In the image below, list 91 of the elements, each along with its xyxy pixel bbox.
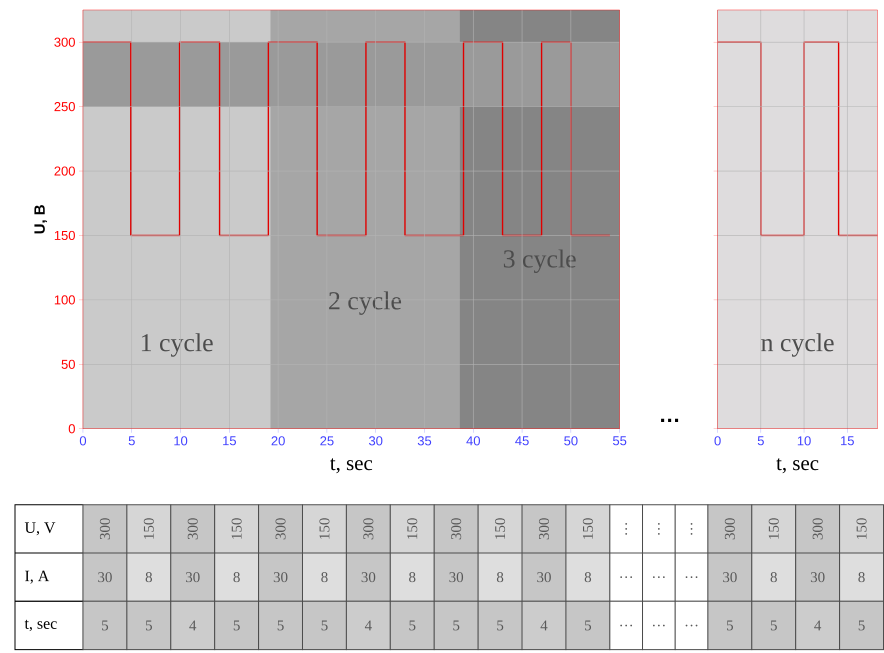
data-label: 5 [858,620,865,631]
band-label: n cycle [761,333,834,357]
y-tick-label: 0 [68,424,75,434]
data-label: 150 [319,518,330,539]
data-label: 8 [496,572,504,582]
data-label: 150 [495,518,506,539]
x-tick-label: 25 [320,436,334,446]
x-tick-label: 20 [272,436,285,446]
data-label: 8 [770,572,777,582]
data-label: 150 [582,518,593,539]
data-label: 5 [770,620,777,631]
y-tick-label: 50 [62,360,75,370]
data-label: 300 [100,518,110,540]
data-label: 150 [407,518,418,539]
y-axis-title: U, B [34,205,48,234]
band-label: 1 cycle [142,333,213,357]
data-label: 30 [810,572,825,582]
band-label: 3 cycle [504,250,576,274]
data-label: 5 [726,620,733,631]
x-tick-label: 55 [612,436,626,446]
y-tick-label: 300 [54,38,75,47]
data-label: 4 [364,620,372,631]
data-label: 30 [537,572,551,582]
x-tick-label: 0 [80,436,86,446]
text: … [652,624,665,627]
y-tick-label: 250 [54,102,75,112]
data-label: 8 [233,572,240,582]
y-tick-label: U, V [24,522,56,536]
text: … [620,576,632,578]
x-tick-label: 10 [174,436,188,446]
data-label: 5 [409,620,416,631]
y-tick-label: 150 [54,231,75,240]
x-tick-label: 35 [418,436,432,446]
x-tick-label: 5 [758,436,764,446]
data-label: 5 [497,620,504,631]
x-tick-label: 15 [841,436,854,446]
y-tick-label: 200 [54,166,75,176]
y-tick-label: 100 [54,295,75,305]
data-label: 8 [409,572,416,582]
data-label: 5 [234,620,240,631]
data-label: 5 [146,620,152,631]
x-axis-title: t, sec [330,458,372,474]
data-label: 300 [451,518,462,540]
x-tick-label: 45 [515,436,529,446]
x-tick-label: 0 [714,436,721,446]
text: … [686,576,698,578]
text: … [661,418,678,422]
data-label: 300 [724,518,735,540]
data-label: 30 [98,572,112,582]
x-axis-title: t, sec [776,458,818,474]
data-label: 300 [812,518,823,540]
data-label: 300 [276,518,286,540]
x-tick-label: 5 [128,436,135,446]
data-label: 300 [363,518,374,540]
data-label: 8 [584,572,592,582]
x-tick-label: 50 [564,436,578,446]
data-label: 4 [189,620,196,631]
text: … [658,523,660,535]
text: … [686,624,698,627]
data-label: 4 [540,620,548,631]
data-label: 150 [232,518,242,539]
data-label: 5 [322,620,328,631]
data-label: 30 [449,572,464,582]
data-label: 30 [274,572,288,582]
text: … [625,523,628,535]
y-tick-label: I, A [25,570,50,584]
text: … [620,624,632,627]
x-tick-label: 10 [798,436,811,446]
x-tick-label: 40 [466,436,480,446]
band-label: 2 cycle [329,292,402,316]
data-label: 150 [768,518,779,539]
data-label: 30 [723,572,737,582]
text: … [652,576,665,578]
data-label: 8 [858,572,865,582]
data-label: 5 [585,620,592,631]
data-label: 300 [188,518,198,540]
text: … [690,523,692,535]
data-label: 30 [186,572,200,582]
data-label: 5 [278,620,284,631]
data-label: 30 [362,572,376,582]
data-label: 8 [146,572,152,582]
data-label: 8 [321,572,328,582]
data-label: 5 [102,620,108,631]
x-tick-label: 15 [223,436,236,446]
data-label: 300 [538,518,550,540]
y-tick-label: t, sec [24,620,57,632]
data-label: 4 [814,620,822,631]
x-tick-label: 30 [369,436,382,446]
data-label: 150 [144,518,154,539]
data-label: 5 [453,620,460,631]
data-label: 150 [856,518,867,539]
